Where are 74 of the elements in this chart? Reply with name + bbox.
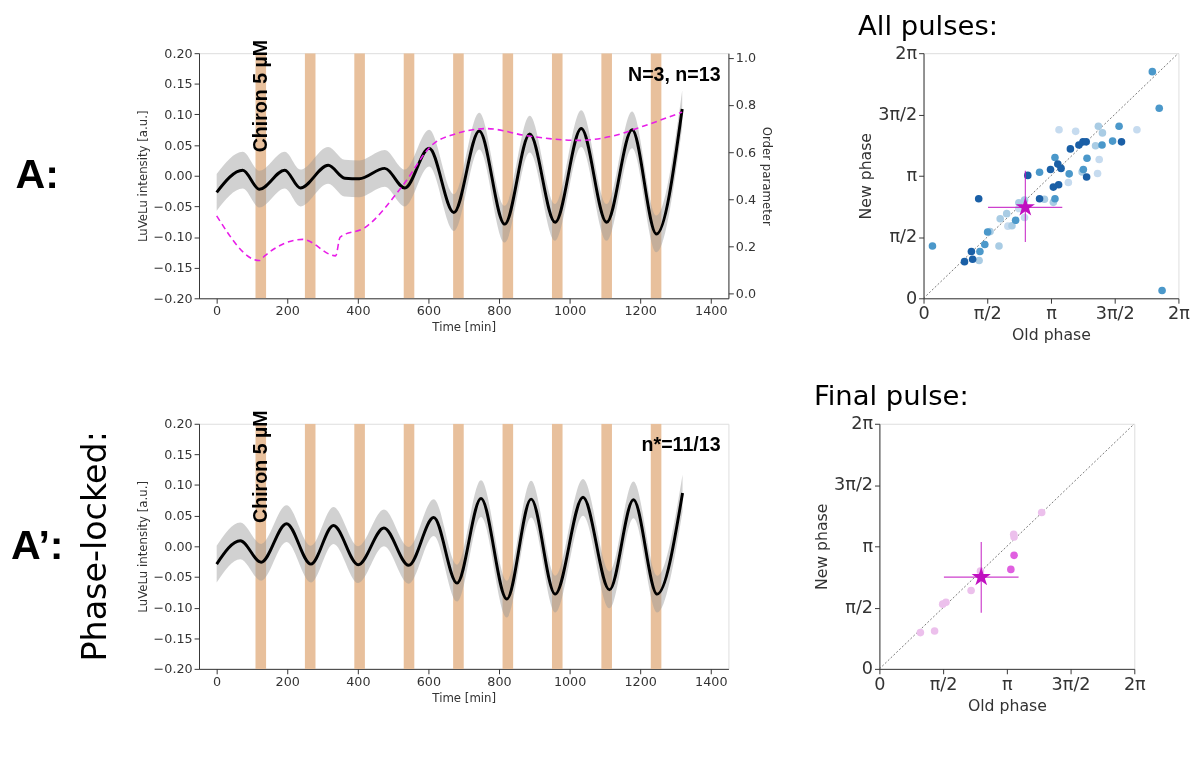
y-tick-label: 0.00 bbox=[164, 538, 193, 554]
x-tick-label: 1400 bbox=[695, 674, 728, 690]
x-tick-label: 3π/2 bbox=[1095, 303, 1135, 324]
y2-tick-label: 0.2 bbox=[735, 238, 757, 254]
chart-title: Final pulse: bbox=[813, 380, 969, 412]
x-tick-label: 3π/2 bbox=[1051, 673, 1091, 694]
text: A’: bbox=[10, 522, 64, 569]
x-tick-label: 1000 bbox=[553, 674, 587, 690]
y2-tick-label: 0.8 bbox=[735, 97, 757, 113]
annotation: n*=11/13 bbox=[641, 433, 721, 456]
x-tick-label: π/2 bbox=[973, 303, 1002, 324]
x-tick-label: 800 bbox=[487, 303, 512, 319]
x-axis-title: Old phase bbox=[967, 695, 1047, 715]
y-tick-label: 2π bbox=[851, 413, 874, 434]
x-tick-label: 1200 bbox=[624, 674, 657, 690]
x-tick-label: 200 bbox=[275, 674, 300, 690]
x-tick-label: 1400 bbox=[695, 303, 728, 319]
annotation: Chiron 5 µM bbox=[248, 410, 271, 523]
y-tick-label: −0.05 bbox=[153, 569, 193, 585]
x-axis-title: Old phase bbox=[1012, 324, 1091, 344]
y-tick-label: 0.10 bbox=[164, 106, 193, 122]
annotation: Chiron 5 µM bbox=[248, 39, 271, 153]
x-tick-label: 600 bbox=[416, 674, 442, 690]
y-axis-title: New phase bbox=[812, 503, 832, 591]
y2-tick-label: 1.0 bbox=[735, 50, 757, 66]
x-tick-label: 0 bbox=[213, 674, 222, 690]
x-tick-label: π bbox=[1002, 673, 1014, 694]
x-tick-label: π/2 bbox=[929, 673, 958, 694]
y-axis-title: LuVeLu intensity [a.u.] bbox=[135, 110, 150, 243]
y-tick-label: 0.20 bbox=[164, 45, 193, 61]
y-tick-label: 0.05 bbox=[164, 137, 193, 153]
y-axis-title: New phase bbox=[856, 133, 876, 220]
x-tick-label: 2π bbox=[1168, 303, 1191, 324]
y-tick-label: −0.05 bbox=[153, 198, 193, 214]
y-tick-label: π/2 bbox=[845, 597, 874, 617]
x-tick-label: 600 bbox=[416, 303, 442, 319]
y-axis-title: LuVeLu intensity [a.u.] bbox=[135, 481, 150, 613]
text: A: bbox=[15, 151, 59, 198]
y-tick-label: 0.20 bbox=[164, 416, 193, 432]
y-tick-label: −0.15 bbox=[153, 630, 193, 646]
y-tick-label: π bbox=[906, 165, 918, 186]
chart-title: All pulses: bbox=[858, 9, 998, 41]
y-tick-label: π/2 bbox=[889, 226, 918, 247]
y-tick-label: −0.10 bbox=[153, 600, 193, 616]
y-tick-label: −0.10 bbox=[153, 229, 193, 245]
y2-tick-label: 0.6 bbox=[735, 144, 757, 160]
y-tick-label: −0.15 bbox=[153, 260, 193, 276]
y-tick-label: −0.20 bbox=[153, 290, 193, 306]
y-tick-label: 0.15 bbox=[164, 76, 193, 92]
x-tick-label: 800 bbox=[487, 674, 512, 690]
y2-tick-label: 0.0 bbox=[735, 285, 757, 301]
annotation: N=3, n=13 bbox=[627, 62, 721, 85]
x-tick-label: 1000 bbox=[553, 303, 587, 319]
x-axis-title: Time [min] bbox=[431, 320, 497, 335]
y-tick-label: 2π bbox=[895, 42, 918, 63]
x-tick-label: π bbox=[1046, 303, 1058, 324]
x-tick-label: 400 bbox=[346, 303, 371, 319]
y-tick-label: −0.20 bbox=[153, 661, 193, 677]
text: Phase-locked: bbox=[74, 431, 114, 662]
x-tick-label: 200 bbox=[275, 303, 300, 319]
y-tick-label: 0.05 bbox=[164, 508, 193, 524]
x-tick-label: 400 bbox=[346, 674, 371, 690]
y-tick-label: π bbox=[862, 535, 874, 556]
y-tick-label: 0.10 bbox=[164, 477, 193, 493]
y2-axis-title: Order parameter bbox=[759, 126, 774, 226]
y-tick-label: 3π/2 bbox=[834, 474, 874, 495]
x-axis-title: Time [min] bbox=[431, 690, 497, 705]
x-tick-label: 2π bbox=[1123, 673, 1147, 694]
y-tick-label: 0.00 bbox=[164, 168, 193, 184]
x-tick-label: 0 bbox=[213, 303, 222, 319]
y-tick-label: 0.15 bbox=[164, 446, 193, 462]
x-tick-label: 1200 bbox=[624, 303, 657, 319]
y2-tick-label: 0.4 bbox=[735, 191, 757, 207]
y-tick-label: 3π/2 bbox=[878, 103, 918, 124]
